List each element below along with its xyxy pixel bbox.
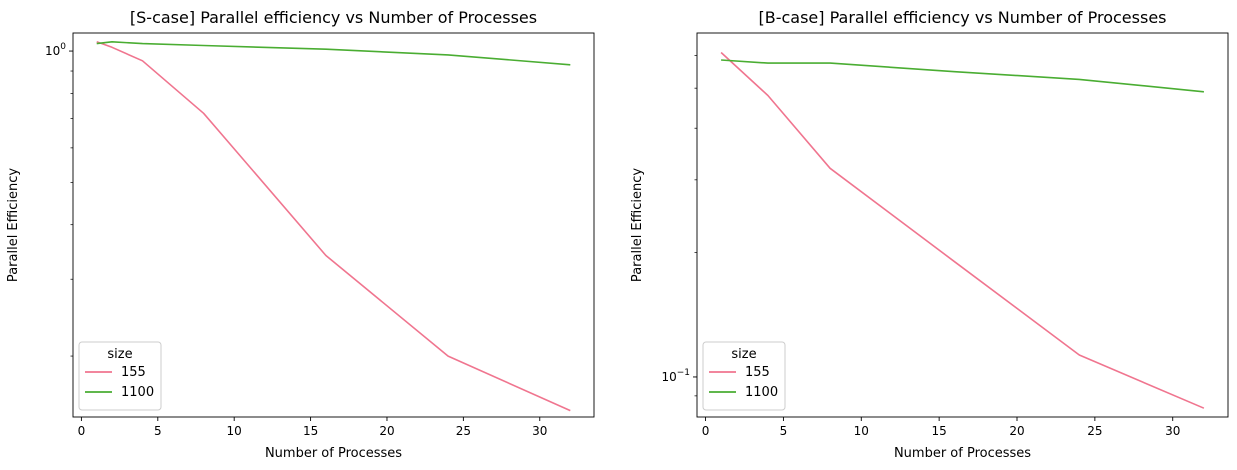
x-tick-label: 5 xyxy=(154,424,162,438)
x-axis-label: Number of Processes xyxy=(894,446,1031,461)
y-tick-base: 10 xyxy=(45,44,60,58)
legend: size 155 1100 xyxy=(702,341,786,411)
legend-entry: 1100 xyxy=(745,385,778,400)
legend: size 155 1100 xyxy=(78,341,162,411)
series-line-155 xyxy=(96,41,571,412)
legend-box xyxy=(702,341,786,411)
y-tick-exponent: −1 xyxy=(677,368,690,378)
legend-title: size xyxy=(731,347,756,362)
x-tick-label: 5 xyxy=(780,424,788,438)
x-axis-label: Number of Processes xyxy=(265,446,402,461)
series-line-1100 xyxy=(721,59,1204,93)
x-tick-label: 30 xyxy=(532,424,547,438)
y-tick-label: 100 xyxy=(45,42,66,58)
legend-entry: 155 xyxy=(745,365,770,380)
legend-box xyxy=(78,341,162,411)
legend-entry: 1100 xyxy=(121,385,154,400)
x-tick-label: 15 xyxy=(303,424,318,438)
x-tick-label: 20 xyxy=(379,424,394,438)
chart-title: [B-case] Parallel efficiency vs Number o… xyxy=(758,8,1166,27)
x-tick-label: 20 xyxy=(1009,424,1024,438)
y-tick-base: 10 xyxy=(661,370,676,384)
legend-title: size xyxy=(107,347,132,362)
x-tick-label: 0 xyxy=(78,424,86,438)
y-tick-label: 10−1 xyxy=(661,368,690,384)
y-tick-exponent: 0 xyxy=(60,42,66,52)
y-axis-label: Parallel Efficiency xyxy=(630,168,645,282)
x-tick-label: 0 xyxy=(702,424,710,438)
legend-entry: 155 xyxy=(121,365,146,380)
x-tick-label: 10 xyxy=(227,424,242,438)
y-axis-label: Parallel Efficiency xyxy=(6,168,21,282)
x-tick-label: 15 xyxy=(932,424,947,438)
x-tick-label: 25 xyxy=(1087,424,1102,438)
series-line-155 xyxy=(720,51,1205,409)
series-line-1100 xyxy=(96,40,571,66)
chart-title: [S-case] Parallel efficiency vs Number o… xyxy=(130,8,537,27)
x-tick-label: 25 xyxy=(456,424,471,438)
x-tick-label: 30 xyxy=(1165,424,1180,438)
x-tick-label: 10 xyxy=(854,424,869,438)
